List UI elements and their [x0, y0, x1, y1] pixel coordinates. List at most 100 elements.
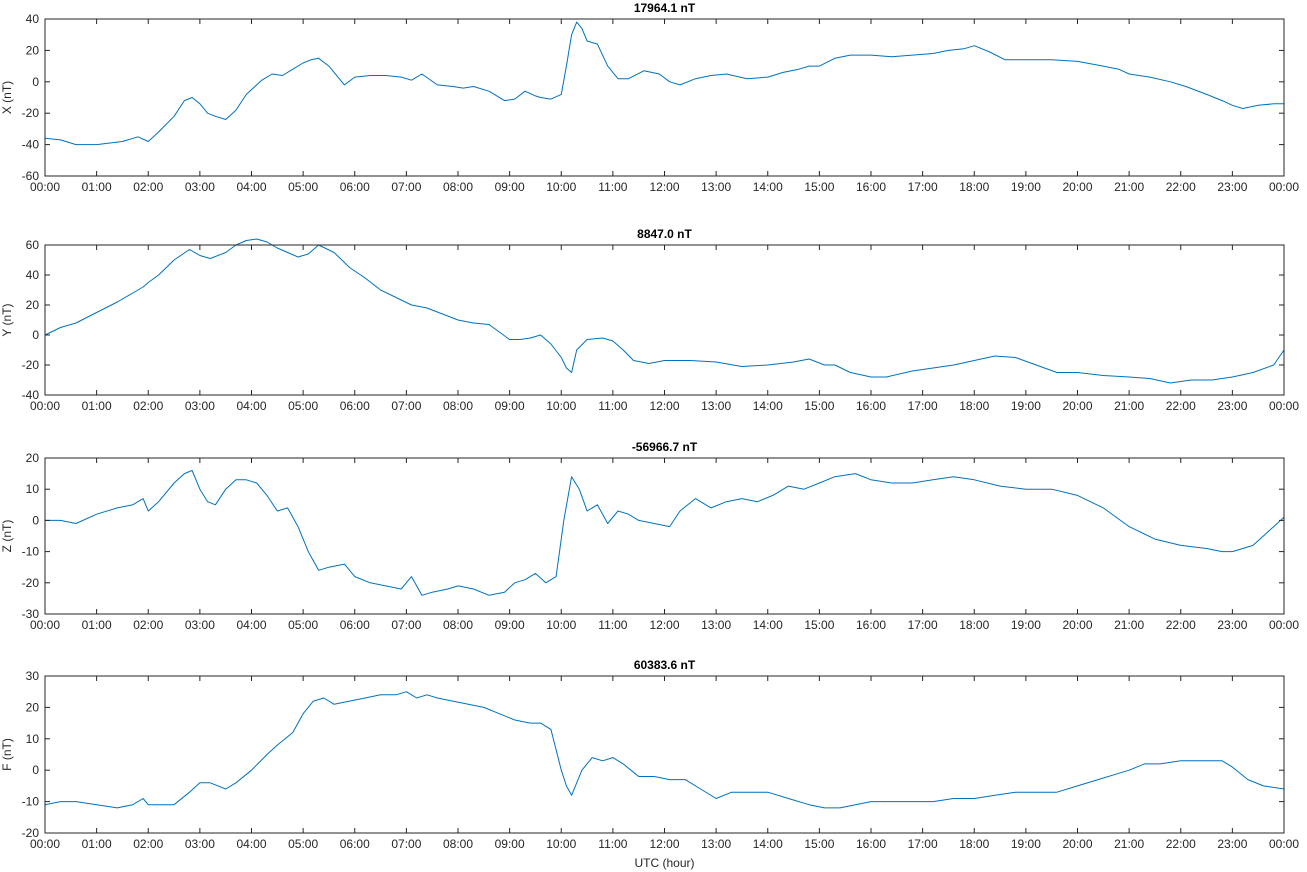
- x-tick-label: 00:00: [30, 180, 60, 194]
- x-tick-label: 06:00: [340, 618, 370, 632]
- x-tick-label: 02:00: [133, 180, 163, 194]
- x-tick-label: 01:00: [82, 837, 112, 851]
- y-axis-label: Z (nT): [0, 520, 14, 553]
- x-tick-label: 04:00: [236, 399, 266, 413]
- x-tick-label: 23:00: [1217, 180, 1247, 194]
- x-tick-label: 18:00: [959, 837, 989, 851]
- y-tick-label: -60: [22, 169, 40, 183]
- y-tick-label: 10: [26, 482, 40, 496]
- x-tick-label: 04:00: [236, 837, 266, 851]
- x-tick-label: 09:00: [495, 180, 525, 194]
- x-tick-label: 21:00: [1114, 180, 1144, 194]
- y-tick-label: -40: [22, 138, 40, 152]
- x-tick-label: 05:00: [288, 837, 318, 851]
- y-tick-label: 20: [26, 298, 40, 312]
- x-tick-label: 08:00: [443, 618, 473, 632]
- x-tick-label: 12:00: [649, 618, 679, 632]
- y-tick-label: -20: [22, 826, 40, 840]
- y-tick-label: -20: [22, 106, 40, 120]
- x-tick-label: 15:00: [804, 618, 834, 632]
- x-tick-label: 03:00: [185, 399, 215, 413]
- y-tick-label: 0: [32, 75, 39, 89]
- x-tick-label: 05:00: [288, 180, 318, 194]
- x-tick-label: 00:00: [30, 618, 60, 632]
- y-tick-label: 20: [26, 451, 40, 465]
- x-tick-label: 17:00: [908, 399, 938, 413]
- panel-1: 17964.1 nT 00:00 01:00 02:00 03:00 04:00 05:00…: [0, 1, 1299, 194]
- y-tick-label: 20: [26, 43, 40, 57]
- y-tick-label: -10: [22, 795, 40, 809]
- x-tick-label: 17:00: [908, 837, 938, 851]
- x-tick-label: 15:00: [804, 180, 834, 194]
- x-tick-label: 22:00: [1166, 399, 1196, 413]
- x-tick-label: 15:00: [804, 399, 834, 413]
- x-tick-label: 14:00: [753, 399, 783, 413]
- x-tick-label: 00:00: [1269, 180, 1299, 194]
- x-tick-label: 08:00: [443, 180, 473, 194]
- x-tick-label: 17:00: [908, 180, 938, 194]
- x-tick-label: 16:00: [856, 399, 886, 413]
- x-tick-label: 13:00: [701, 180, 731, 194]
- panel-2: 8847.0 nT 00:00 01:00 02:00 03:00 04:00 05:00 0…: [0, 227, 1299, 413]
- x-tick-label: 07:00: [391, 618, 421, 632]
- x-tick-label: 18:00: [959, 399, 989, 413]
- axes-box: [44, 18, 1285, 177]
- y-tick-label: 40: [26, 268, 40, 282]
- x-tick-label: 03:00: [185, 837, 215, 851]
- series-line: [44, 238, 1285, 384]
- y-tick-label: -10: [22, 545, 40, 559]
- panel-title: 60383.6 nT: [634, 658, 696, 672]
- x-tick-label: 16:00: [856, 837, 886, 851]
- x-tick-label: 00:00: [30, 399, 60, 413]
- x-tick-label: 19:00: [1011, 399, 1041, 413]
- x-tick-label: 07:00: [391, 180, 421, 194]
- x-tick-label: 13:00: [701, 618, 731, 632]
- x-tick-label: 14:00: [753, 837, 783, 851]
- x-tick-label: 00:00: [30, 837, 60, 851]
- y-axis-label: F (nT): [0, 738, 14, 771]
- x-tick-label: 02:00: [133, 837, 163, 851]
- x-tick-label: 14:00: [753, 180, 783, 194]
- x-tick-label: 17:00: [908, 618, 938, 632]
- y-tick-label: 0: [32, 513, 39, 527]
- y-axis-label: X (nT): [0, 81, 14, 114]
- axes-box: [44, 457, 1285, 615]
- x-tick-label: 10:00: [546, 837, 576, 851]
- x-tick-label: 12:00: [649, 180, 679, 194]
- x-tick-label: 00:00: [1269, 399, 1299, 413]
- x-tick-label: 20:00: [1062, 837, 1092, 851]
- x-tick-label: 19:00: [1011, 618, 1041, 632]
- x-tick-label: 18:00: [959, 618, 989, 632]
- x-tick-label: 10:00: [546, 180, 576, 194]
- panel-title: 17964.1 nT: [634, 1, 696, 15]
- x-tick-label: 05:00: [288, 399, 318, 413]
- x-tick-label: 09:00: [495, 618, 525, 632]
- panel-4: 60383.6 nT 00:00 01:00 02:00 03:00 04:00 05:00…: [0, 658, 1299, 870]
- y-tick-label: 20: [26, 700, 40, 714]
- x-tick-label: 18:00: [959, 180, 989, 194]
- y-tick-label: -30: [22, 607, 40, 621]
- x-tick-label: 22:00: [1166, 618, 1196, 632]
- panel-3: -56966.7 nT 00:00 01:00 02:00 03:00 04:00 05:0…: [0, 440, 1299, 632]
- x-tick-label: 06:00: [340, 180, 370, 194]
- x-tick-label: 07:00: [391, 837, 421, 851]
- x-tick-label: 15:00: [804, 837, 834, 851]
- x-tick-label: 23:00: [1217, 399, 1247, 413]
- x-tick-label: 21:00: [1114, 399, 1144, 413]
- x-tick-label: 16:00: [856, 180, 886, 194]
- x-tick-label: 01:00: [82, 399, 112, 413]
- x-tick-label: 12:00: [649, 837, 679, 851]
- axes-box: [44, 244, 1285, 396]
- x-tick-label: 19:00: [1011, 180, 1041, 194]
- y-tick-label: 0: [32, 328, 39, 342]
- x-tick-label: 03:00: [185, 618, 215, 632]
- panel-title: 8847.0 nT: [637, 227, 692, 241]
- x-tick-label: 10:00: [546, 399, 576, 413]
- y-tick-label: 0: [32, 763, 39, 777]
- x-tick-label: 01:00: [82, 180, 112, 194]
- x-tick-label: 08:00: [443, 837, 473, 851]
- x-tick-label: 21:00: [1114, 837, 1144, 851]
- x-tick-label: 08:00: [443, 399, 473, 413]
- x-tick-label: 12:00: [649, 399, 679, 413]
